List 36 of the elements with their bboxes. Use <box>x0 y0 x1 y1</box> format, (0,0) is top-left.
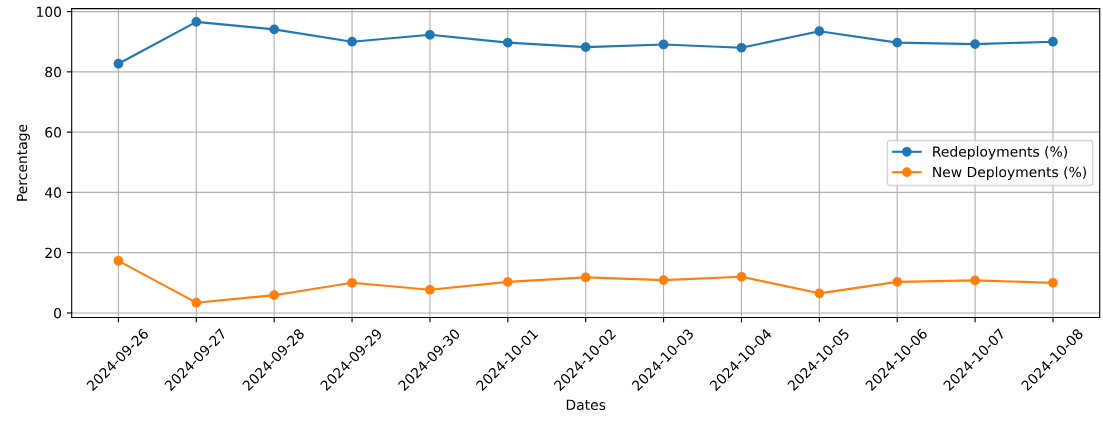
point <box>814 288 825 299</box>
x-axis-title: Dates <box>566 399 606 411</box>
y-tick-label: 0 <box>54 307 62 319</box>
point <box>347 277 357 288</box>
point <box>658 275 669 285</box>
point <box>269 24 280 35</box>
point <box>269 290 280 301</box>
point <box>1048 36 1058 47</box>
point <box>970 39 980 50</box>
legend-label: New Deployments (%) <box>933 166 1086 180</box>
y-tick-label: 60 <box>45 127 62 138</box>
point <box>1048 277 1058 288</box>
point <box>425 284 435 295</box>
legend-label: Redeployments (%) <box>933 146 1067 160</box>
point <box>113 255 124 266</box>
y-axis-title: Percentage <box>16 124 30 201</box>
point <box>502 37 513 48</box>
point <box>658 39 669 50</box>
point <box>191 16 202 27</box>
point <box>892 277 903 287</box>
point <box>113 58 124 69</box>
point <box>736 271 747 282</box>
point <box>425 29 435 40</box>
y-tick-label: 40 <box>44 187 62 198</box>
point <box>892 37 903 48</box>
y-tick-label: 20 <box>45 247 62 259</box>
y-tick-label: 80 <box>45 66 62 78</box>
point <box>502 277 513 287</box>
point <box>347 36 357 47</box>
point <box>814 26 825 37</box>
point <box>191 297 202 308</box>
point <box>580 272 591 283</box>
y-tick-label: 100 <box>36 6 62 18</box>
point <box>736 42 747 53</box>
point <box>970 275 980 286</box>
point <box>580 42 591 53</box>
